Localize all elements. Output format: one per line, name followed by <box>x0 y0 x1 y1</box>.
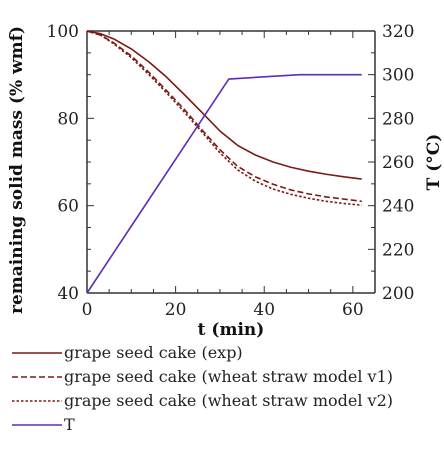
y2-tick-label: 200 <box>382 284 414 304</box>
x-tick-label: 0 <box>82 300 93 320</box>
series-line-3 <box>86 30 362 207</box>
y2-tick-label: 320 <box>382 22 414 42</box>
y2-tick-label: 300 <box>382 66 414 86</box>
legend-label: grape seed cake (wheat straw model v1) <box>64 367 393 386</box>
series-line-1 <box>86 30 362 180</box>
legend-label: grape seed cake (exp) <box>64 343 243 362</box>
x-axis-title: t (min) <box>198 320 265 340</box>
series-line-2 <box>86 30 362 203</box>
legend: grape seed cake (exp) grape seed cake (wh… <box>12 343 393 434</box>
y-tick-label: 80 <box>57 109 79 129</box>
legend-label: grape seed cake (wheat straw model v2) <box>64 391 393 410</box>
y-tick-label: 40 <box>57 284 79 304</box>
y-tick-label: 60 <box>57 197 79 217</box>
x-tick-label: 40 <box>253 300 275 320</box>
x-tick-label: 60 <box>342 300 364 320</box>
series-group <box>86 30 362 294</box>
y2-axis-title: T (°C) <box>424 134 444 191</box>
y2-tick-label: 260 <box>382 153 414 173</box>
y2-tick-label: 220 <box>382 240 414 260</box>
y-axis-title: remaining solid mass (% wmf) <box>7 26 27 314</box>
legend-label: T <box>64 415 75 434</box>
ticks: 0 20 40 60 40 60 80 100 200 220 240 260 280 300 320 <box>47 22 415 320</box>
y-tick-label: 100 <box>47 22 79 42</box>
y2-tick-label: 280 <box>382 109 414 129</box>
x-tick-label: 20 <box>165 300 187 320</box>
series-line-4 <box>86 73 362 294</box>
y2-tick-label: 240 <box>382 197 414 217</box>
